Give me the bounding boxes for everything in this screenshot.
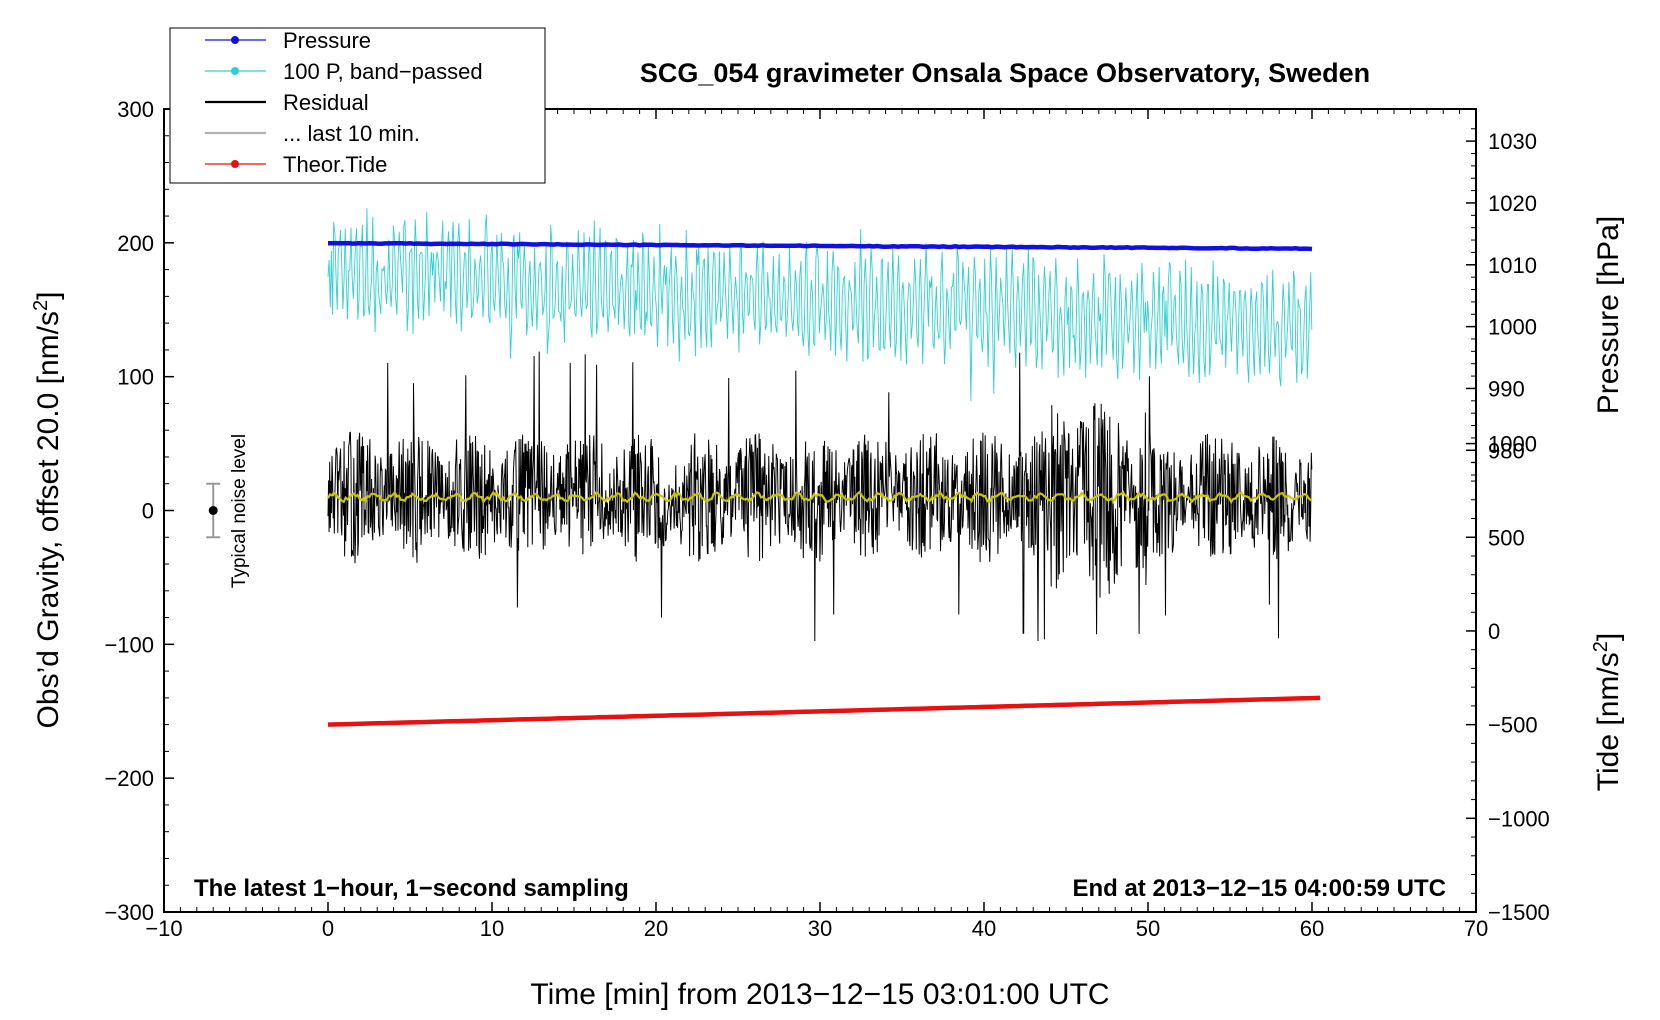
y-tick-label: 0 bbox=[142, 499, 154, 524]
chart-title: SCG_054 gravimeter Onsala Space Observat… bbox=[640, 58, 1370, 88]
residual-smoothed-line bbox=[327, 490, 1313, 504]
x-tick-label: 70 bbox=[1464, 916, 1488, 941]
theoretical-tide-line bbox=[327, 695, 1321, 727]
pressure-line bbox=[328, 240, 1313, 252]
legend-label: 100 P, band−passed bbox=[283, 59, 483, 84]
legend: Pressure 100 P, band−passed Residual ... la… bbox=[169, 27, 546, 184]
residual-line bbox=[327, 351, 1313, 642]
plot-content bbox=[327, 208, 1321, 727]
x-tick-label: 0 bbox=[322, 916, 334, 941]
x-tick-label: 10 bbox=[480, 916, 504, 941]
y-axis-title-pressure: Pressure [hPa] bbox=[1592, 216, 1625, 414]
pressure-tick-label: 1020 bbox=[1488, 191, 1537, 216]
legend-label: ... last 10 min. bbox=[283, 121, 420, 146]
y-axis-title-left-close: ] bbox=[32, 292, 65, 300]
axis-ticks: −10 0 10 20 30 40 50 60 703002001000−100−200−300… bbox=[104, 97, 1549, 941]
pressure-tick-label: 1030 bbox=[1488, 129, 1537, 154]
noise-indicator bbox=[206, 482, 221, 539]
x-tick-label: 30 bbox=[808, 916, 832, 941]
tide-tick-label: −500 bbox=[1488, 713, 1538, 738]
x-tick-label: 50 bbox=[1136, 916, 1160, 941]
y-tick-label: −200 bbox=[104, 766, 154, 791]
y-axis-title-tide-main: Tide [nm/s bbox=[1592, 652, 1625, 791]
legend-swatch-marker bbox=[231, 160, 239, 168]
legend-label: Theor.Tide bbox=[283, 152, 387, 177]
legend-swatch-marker bbox=[231, 67, 239, 75]
y-tick-label: −100 bbox=[104, 632, 154, 657]
legend-swatch-marker bbox=[231, 36, 239, 44]
y-axis-title-tide-close: ] bbox=[1592, 633, 1625, 641]
x-tick-label: 60 bbox=[1300, 916, 1324, 941]
tide-tick-label: 1000 bbox=[1488, 432, 1537, 457]
noise-point bbox=[208, 506, 218, 515]
x-axis-title: Time [min] from 2013−12−15 03:01:00 UTC bbox=[530, 978, 1109, 1011]
tide-tick-label: 500 bbox=[1488, 525, 1525, 550]
y-axis-title-tide: Tide [nm/s2] bbox=[1590, 633, 1625, 791]
x-tick-label: 20 bbox=[644, 916, 668, 941]
y-tick-label: 300 bbox=[117, 97, 154, 122]
y-tick-label: 100 bbox=[117, 365, 154, 390]
tide-tick-label: −1000 bbox=[1488, 806, 1550, 831]
annotation-bottom-left: The latest 1−hour, 1−second sampling bbox=[194, 875, 629, 902]
pressure-tick-label: 980 bbox=[1488, 438, 1525, 463]
y-tick-label: −300 bbox=[104, 900, 154, 925]
y-axis-title-tide-sup: 2 bbox=[1590, 641, 1612, 652]
x-tick-label: −10 bbox=[145, 916, 182, 941]
pressure-tick-label: 990 bbox=[1488, 376, 1525, 401]
pressure-tick-label: 1000 bbox=[1488, 315, 1537, 340]
y-axis-title-left-main: Obs’d Gravity, offset 20.0 [nm/s bbox=[32, 311, 65, 728]
legend-label: Pressure bbox=[283, 28, 371, 53]
legend-label: Residual bbox=[283, 90, 369, 115]
y-axis-title-left: Obs’d Gravity, offset 20.0 [nm/s2] bbox=[30, 292, 65, 729]
y-axis-title-left-sup: 2 bbox=[30, 300, 52, 311]
tide-tick-label: 0 bbox=[1488, 619, 1500, 644]
annotation-bottom-right: End at 2013−12−15 04:00:59 UTC bbox=[1072, 875, 1446, 902]
pressure-tick-label: 1010 bbox=[1488, 253, 1537, 278]
y-tick-label: 200 bbox=[117, 231, 154, 256]
x-tick-label: 40 bbox=[972, 916, 996, 941]
legend-box bbox=[169, 27, 546, 184]
noise-level-label: Typical noise level bbox=[229, 434, 250, 588]
tide-tick-label: −1500 bbox=[1488, 900, 1550, 925]
